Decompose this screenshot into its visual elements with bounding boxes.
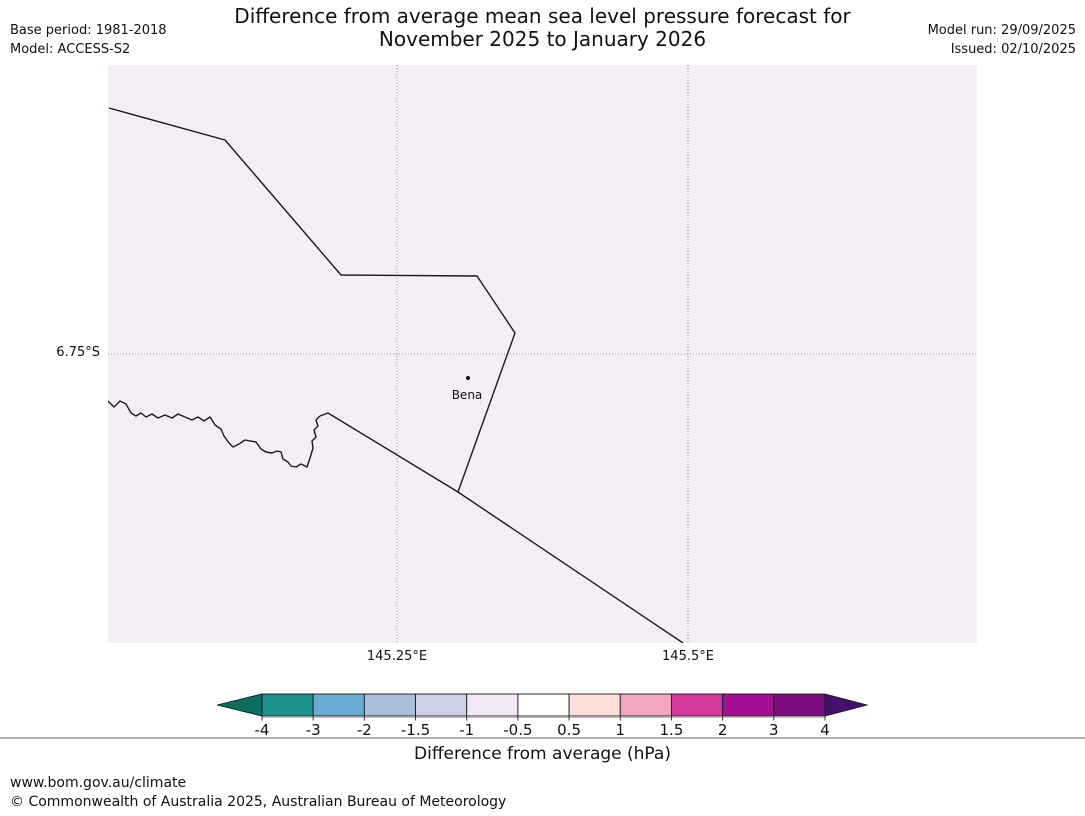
- colorbar-segment: [261, 693, 314, 717]
- page-title: Difference from average mean sea level p…: [0, 5, 1085, 51]
- colorbar-segment: [517, 693, 570, 717]
- colorbar-tick-label: -1: [459, 721, 474, 739]
- colorbar-segment: [312, 693, 365, 717]
- colorbar-tick-label: -2: [357, 721, 372, 739]
- colorbar-tick-label: -4: [255, 721, 270, 739]
- header-right: Model run: 29/09/2025 Issued: 02/10/2025: [928, 22, 1076, 59]
- colorbar-tick-label: 3: [769, 721, 779, 739]
- colorbar-right-arrow: [824, 693, 869, 717]
- title-line-2: November 2025 to January 2026: [378, 27, 707, 51]
- bena-place-label: Bena: [451, 388, 483, 402]
- colorbar-segment: [415, 693, 468, 717]
- base-period-label: Base period: 1981-2018: [10, 23, 167, 38]
- region-border-path: [108, 107, 516, 493]
- map-plot: Bena: [108, 65, 977, 643]
- footer-url: www.bom.gov.au/climate: [10, 775, 187, 791]
- colorbar-segment: [722, 693, 775, 717]
- lat-axis-label: 6.75°S: [56, 345, 100, 360]
- lon-axis-label-145-5e: 145.5°E: [662, 649, 714, 664]
- colorbar-segment: [568, 693, 621, 717]
- colorbar-tick-label: 1.5: [660, 721, 684, 739]
- colorbar-segment: [363, 693, 416, 717]
- colorbar-tick-label: 1: [615, 721, 625, 739]
- footer-divider: [0, 737, 1085, 739]
- model-run-label: Model run: 29/09/2025: [927, 23, 1076, 38]
- colorbar-segment: [773, 693, 826, 717]
- bena-marker-dot: [466, 376, 470, 380]
- colorbar-tick-label: -0.5: [503, 721, 532, 739]
- colorbar-tick-label: 4: [820, 721, 830, 739]
- colorbar-tick-label: 2: [718, 721, 728, 739]
- colorbar-caption: Difference from average (hPa): [414, 744, 671, 764]
- footer-copyright: © Commonwealth of Australia 2025, Austra…: [10, 794, 507, 810]
- colorbar-tick-label: -1.5: [401, 721, 430, 739]
- colorbar-segment: [671, 693, 724, 717]
- colorbar-left-arrow: [216, 693, 263, 717]
- colorbar: -4 -3 -2 -1.5 -1 -0.5 0.5 1 1.5 2 3 4: [216, 693, 869, 739]
- coastline-path: [108, 400, 684, 643]
- colorbar-segment: [619, 693, 672, 717]
- issued-label: Issued: 02/10/2025: [950, 41, 1076, 57]
- header-left: Base period: 1981-2018 Model: ACCESS-S2: [10, 22, 167, 59]
- map-canvas: [108, 65, 977, 643]
- colorbar-segment: [466, 693, 519, 717]
- lon-axis-label-145-25e: 145.25°E: [366, 649, 428, 664]
- title-line-1: Difference from average mean sea level p…: [234, 4, 851, 28]
- colorbar-tick-label: 0.5: [557, 721, 581, 739]
- model-label: Model: ACCESS-S2: [10, 41, 131, 57]
- colorbar-tick-label: -3: [306, 721, 321, 739]
